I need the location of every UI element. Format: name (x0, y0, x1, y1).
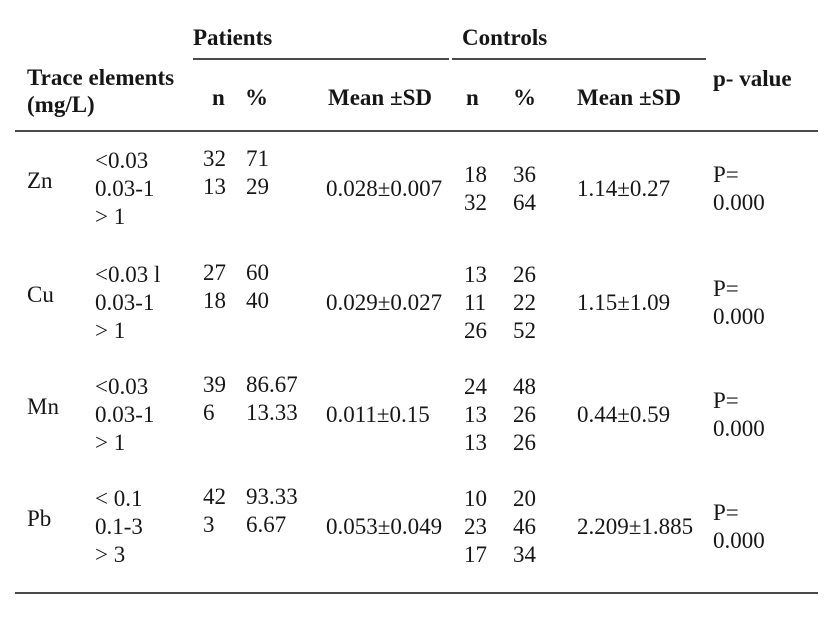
patients-pct-values: 86.67 13.33 (246, 372, 298, 425)
controls-group-header: Controls (462, 25, 548, 50)
trace-elements-header: Trace elements (mg/L) (27, 65, 175, 117)
controls-pct-values: 48 26 26 (513, 374, 536, 455)
patients-mean-value: 0.028±0.007 (326, 176, 443, 201)
patients-group-header: Patients (193, 25, 273, 50)
controls-n-values: 13 11 26 (464, 262, 487, 343)
element-label: Pb (27, 506, 52, 531)
controls-n-header: n (466, 85, 479, 110)
p-value: P= 0.000 (713, 276, 765, 329)
element-label: Zn (27, 168, 53, 193)
controls-pct-values: 20 46 34 (513, 486, 536, 567)
controls-pct-header: % (513, 85, 536, 110)
patients-pct-values: 71 29 (246, 146, 269, 199)
controls-mean-value: 1.14±0.27 (577, 176, 671, 201)
patients-n-values: 32 13 (203, 146, 226, 199)
controls-n-values: 10 23 17 (464, 486, 487, 567)
controls-group-underline (452, 58, 706, 60)
p-value: P= 0.000 (713, 500, 765, 553)
patients-n-header: n (212, 85, 225, 110)
controls-mean-header: Mean ±SD (577, 85, 681, 110)
patients-mean-value: 0.029±0.027 (326, 290, 443, 315)
controls-mean-value: 1.15±1.09 (577, 290, 671, 315)
range-values: <0.03 0.03-1 > 1 (95, 374, 155, 455)
table-row-mn: Mn <0.03 0.03-1 > 1 39 6 86.67 13.33 0.0… (0, 359, 833, 471)
patients-pct-values: 60 40 (246, 260, 269, 313)
table-row-zn: Zn <0.03 0.03-1 > 1 32 13 71 29 0.028±0.… (0, 133, 833, 245)
p-value: P= 0.000 (713, 388, 765, 441)
patients-pct-header: % (245, 85, 268, 110)
controls-n-values: 18 32 (464, 162, 487, 215)
controls-n-values: 24 13 13 (464, 374, 487, 455)
controls-pct-values: 36 64 (513, 162, 536, 215)
controls-pct-values: 26 22 52 (513, 262, 536, 343)
range-values: < 0.1 0.1-3 > 3 (95, 486, 143, 567)
patients-mean-value: 0.053±0.049 (326, 514, 443, 539)
patients-mean-value: 0.011±0.15 (326, 402, 430, 427)
bottom-divider (15, 592, 818, 594)
range-values: <0.03 0.03-1 > 1 (95, 148, 155, 229)
element-label: Cu (27, 282, 54, 307)
table-row-cu: Cu <0.03 l 0.03-1 > 1 27 18 60 40 0.029±… (0, 247, 833, 359)
element-label: Mn (27, 394, 59, 419)
patients-n-values: 42 3 (203, 484, 226, 537)
p-value-header: p- value (713, 66, 792, 91)
range-values: <0.03 l 0.03-1 > 1 (95, 262, 161, 343)
table-row-pb: Pb < 0.1 0.1-3 > 3 42 3 93.33 6.67 0.053… (0, 471, 833, 583)
patients-group-underline (193, 58, 449, 60)
header-divider (15, 130, 818, 132)
patients-n-values: 39 6 (203, 372, 226, 425)
patients-mean-header: Mean ±SD (328, 85, 432, 110)
patients-n-values: 27 18 (203, 260, 226, 313)
p-value: P= 0.000 (713, 162, 765, 215)
controls-mean-value: 0.44±0.59 (577, 402, 671, 427)
controls-mean-value: 2.209±1.885 (577, 514, 694, 539)
patients-pct-values: 93.33 6.67 (246, 484, 298, 537)
